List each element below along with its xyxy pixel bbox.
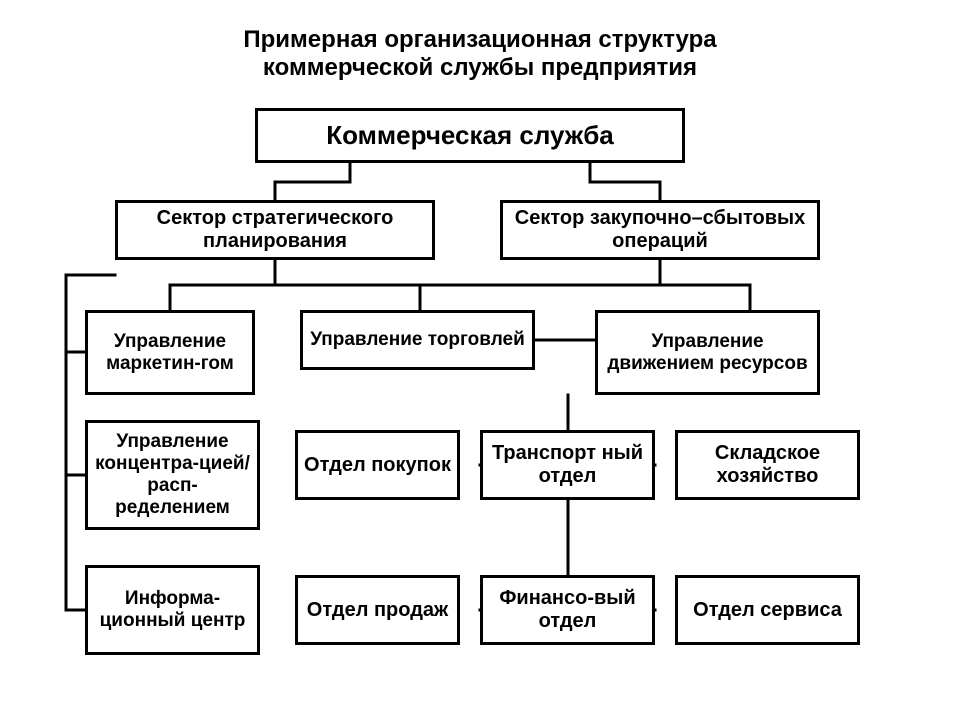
node-dept_trans: Транспорт ный отдел <box>480 430 655 500</box>
node-dept_sales: Отдел продаж <box>295 575 460 645</box>
node-label-sec_procure: Сектор закупочно–сбытовых операций <box>509 207 811 253</box>
node-label-dept_sales: Отдел продаж <box>307 599 448 622</box>
org-chart-canvas: Примерная организационная структура комм… <box>0 0 960 720</box>
node-label-mgmt_res: Управление движением ресурсов <box>604 331 811 375</box>
node-sec_procure: Сектор закупочно–сбытовых операций <box>500 200 820 260</box>
page-title: Примерная организационная структура комм… <box>160 26 800 86</box>
node-label-dept_trans: Транспорт ный отдел <box>489 442 646 488</box>
node-label-dept_fin: Финансо-вый отдел <box>489 587 646 633</box>
node-label-mgmt_trade: Управление торговлей <box>310 329 525 351</box>
node-info_center: Информа-ционный центр <box>85 565 260 655</box>
node-label-root: Коммерческая служба <box>326 121 613 151</box>
node-label-info_center: Информа-ционный центр <box>94 588 251 632</box>
node-mgmt_res: Управление движением ресурсов <box>595 310 820 395</box>
node-root: Коммерческая служба <box>255 108 685 163</box>
node-label-sec_strategy: Сектор стратегического планирования <box>124 207 426 253</box>
node-dept_store: Складское хозяйство <box>675 430 860 500</box>
node-label-dept_serv: Отдел сервиса <box>693 599 842 622</box>
node-dept_serv: Отдел сервиса <box>675 575 860 645</box>
node-dept_fin: Финансо-вый отдел <box>480 575 655 645</box>
node-label-dept_store: Складское хозяйство <box>684 442 851 488</box>
node-dept_buy: Отдел покупок <box>295 430 460 500</box>
node-mgmt_conc: Управление концентра-цией/расп-ределение… <box>85 420 260 530</box>
node-label-dept_buy: Отдел покупок <box>304 454 451 477</box>
node-sec_strategy: Сектор стратегического планирования <box>115 200 435 260</box>
node-mgmt_mkt: Управление маркетин-гом <box>85 310 255 395</box>
node-mgmt_trade: Управление торговлей <box>300 310 535 370</box>
node-label-mgmt_mkt: Управление маркетин-гом <box>94 331 246 375</box>
node-label-mgmt_conc: Управление концентра-цией/расп-ределение… <box>94 431 251 518</box>
